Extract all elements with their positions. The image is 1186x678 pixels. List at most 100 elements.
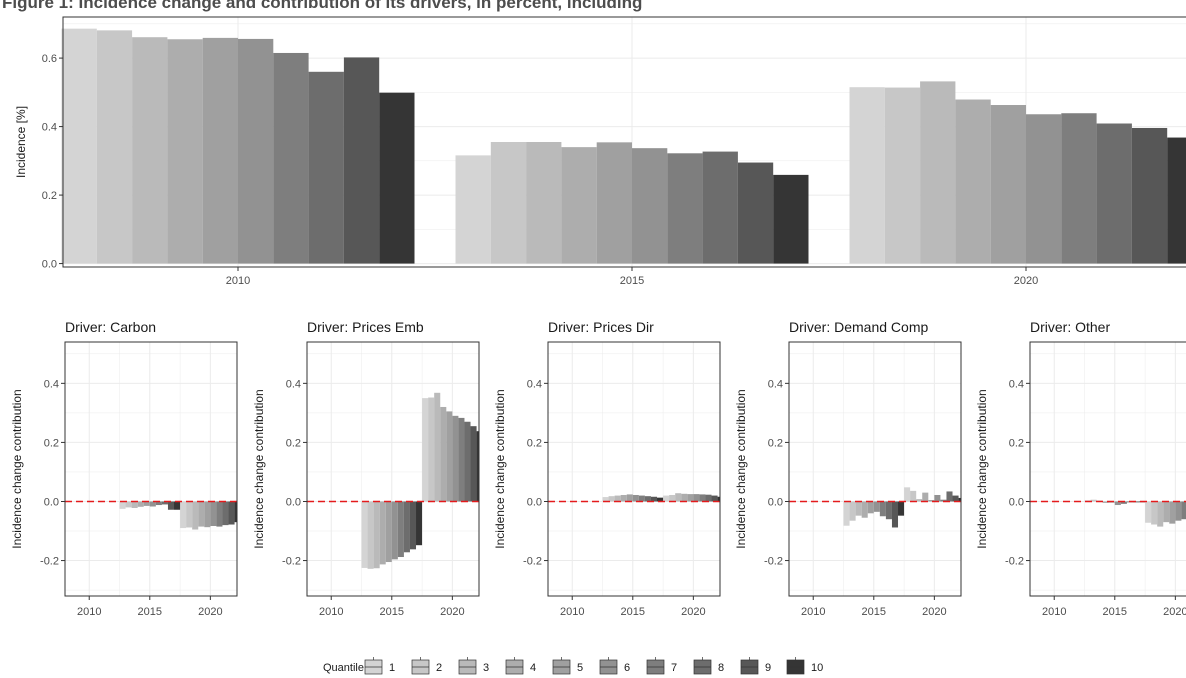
bar-q10-2010 [379,92,415,264]
bar-q3-2010 [132,37,168,264]
bar-q7-2020 [458,417,465,502]
bar-q6-2015 [391,501,398,560]
panel-border [306,341,480,597]
bar-q1-2020 [849,87,885,264]
bar-q3-2020 [1157,501,1164,527]
bar-q6-2020 [693,494,700,502]
bar-q9-2015 [650,496,658,502]
bar-q3-2020 [675,493,682,502]
y-axis-title: Incidence change contribution [975,389,989,548]
y-tick-label: 0.2 [768,437,783,449]
x-tick-label: 2015 [862,606,886,618]
bar-q6-2015 [1114,501,1121,506]
bar-q9-2010 [343,57,380,264]
bar-q7-2015 [879,501,886,517]
facet-panels: Driver: Carbon -0.2 0.0 0.2 0.4 2010 2015 2020 I… [10,319,1186,618]
bar-q2-2020 [884,87,921,264]
bar-q1-2020 [422,398,429,502]
bar-q5-2015 [143,501,150,506]
facet-plot-area [307,342,479,596]
bar-q8-2020 [705,494,712,502]
y-tick-label: 0.0 [286,496,301,508]
y-tick-label: 0.4 [44,378,59,390]
bar-q1-2015 [455,155,491,264]
bar-q8-2010 [308,71,344,264]
bar-q3-2020 [192,501,199,530]
bar-q2-2010 [96,30,133,264]
bar-q4-2015 [861,501,868,518]
y-tick-label: 0.0 [1009,496,1024,508]
legend-label-q10: 10 [811,662,823,674]
figure-title: Figure 1: Incidence change and contribut… [2,0,643,12]
y-tick-label: 0.2 [527,437,542,449]
legend-label-q9: 9 [765,662,771,674]
facet-plot-area [1030,342,1186,596]
bar-q10-2015 [174,501,181,510]
bar-q1-2015 [602,497,609,502]
x-tick-label: 2010 [1042,606,1066,618]
bar-q1-2020 [663,495,670,502]
facet-panel: Driver: Other -0.2 0.0 0.2 0.4 2010 2015 2020 In… [975,319,1186,618]
bar-q10-2015 [773,174,809,264]
x-tick-label: 2010 [77,606,101,618]
bar-q5-2020 [990,105,1026,264]
bar-q7-2020 [940,499,947,502]
bar-q3-2015 [373,501,380,569]
bar-q10-2020 [1167,137,1186,264]
bar-q7-2020 [699,494,706,502]
panel-border [1029,341,1186,597]
bar-q4-2020 [198,501,205,527]
bar-q6-2010 [238,38,274,264]
y-tick-label: -0.2 [523,556,542,568]
bar-q1-2015 [361,501,368,568]
bar-q10-2020 [717,496,720,502]
bar-q7-2015 [638,495,645,502]
bar-q9-2020 [228,501,235,525]
bar-q4-2020 [681,493,688,502]
bar-q1-2015 [119,501,126,509]
x-tick-label: 2015 [1103,606,1127,618]
bar-q4-2015 [137,501,144,507]
y-tick-label: -0.2 [764,556,783,568]
bar-q10-2015 [898,501,905,516]
bar-q5-2015 [626,494,633,502]
bar-q8-2015 [644,496,651,502]
bar-q4-2020 [1163,501,1170,523]
legend-label-q7: 7 [671,662,677,674]
bar-q8-2015 [885,501,892,520]
y-tick-label: -0.2 [40,556,59,568]
legend-label-q8: 8 [718,662,724,674]
bar-q5-2020 [446,411,453,502]
bar-q1-2020 [904,487,911,502]
y-tick-label: 0.2 [1009,437,1024,449]
facet-plot-area [789,342,961,596]
bar-q3-2015 [131,501,138,508]
bar-q9-2020 [952,495,959,502]
bar-q1-2020 [1145,501,1152,523]
y-tick-label: 0.4 [42,122,57,134]
bar-q5-2010 [202,37,238,264]
bar-q7-2015 [667,153,703,264]
bar-q10-2015 [657,497,664,502]
bar-q9-2020 [1131,127,1168,264]
x-tick-label: 2015 [138,606,162,618]
legend-label-q6: 6 [624,662,630,674]
legend-item: 4 [505,657,536,675]
facet-plot-area [65,342,237,596]
bar-q2-2020 [910,490,917,502]
bar-q6-2015 [149,501,156,507]
bar-q8-2015 [702,151,738,264]
x-tick-label: 2010 [560,606,584,618]
bar-q8-2015 [403,501,410,553]
bar-q9-2015 [167,501,175,510]
bar-q6-2020 [452,415,459,502]
x-tick-label: 2015 [620,275,644,287]
bar-q10-2020 [476,431,479,502]
bar-q4-2010 [167,39,203,264]
y-tick-label: 0.0 [42,259,57,271]
bar-q7-2020 [216,501,223,527]
bar-q10-2020 [958,497,961,502]
y-axis-title: Incidence change contribution [252,389,266,548]
bar-q8-2020 [946,491,953,502]
x-tick-label: 2020 [681,606,705,618]
